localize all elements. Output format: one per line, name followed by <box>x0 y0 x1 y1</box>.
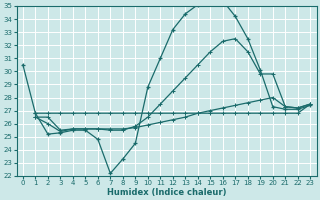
X-axis label: Humidex (Indice chaleur): Humidex (Indice chaleur) <box>107 188 226 197</box>
